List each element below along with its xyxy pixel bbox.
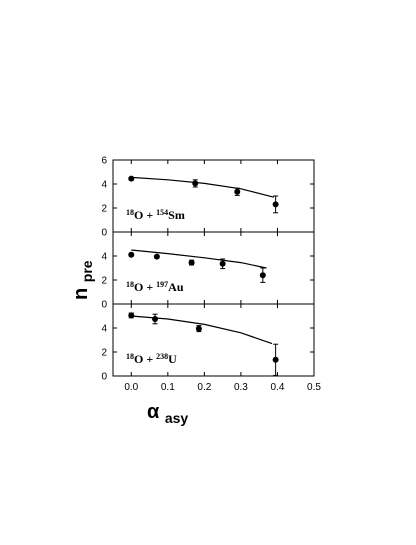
reaction-label-part: O + <box>134 352 156 366</box>
reaction-label-part: Au <box>168 280 184 294</box>
model-curve <box>131 249 267 269</box>
y-tick-label: 0 <box>101 228 107 239</box>
y-axis-title: n pre <box>70 260 95 300</box>
reaction-label-part: 197 <box>156 280 168 289</box>
reaction-label-part: 18 <box>126 280 134 289</box>
panel-au: 0 2 4 18O + 197Au <box>101 231 315 311</box>
reaction-label-part: 154 <box>156 208 168 217</box>
y-tick-label: 6 <box>101 156 107 167</box>
data-point <box>192 180 199 187</box>
panel-sm: 0 2 4 6 18O + 154Sm <box>101 156 315 239</box>
x-axis-title: α asy <box>147 401 188 426</box>
data-point <box>195 325 202 332</box>
data-point <box>128 175 135 182</box>
y-tick-label: 2 <box>101 276 107 287</box>
data-point <box>128 251 135 258</box>
reaction-label: 18O + 154Sm <box>126 208 185 222</box>
x-tick-label: 0.5 <box>307 382 321 393</box>
data-point <box>272 201 279 208</box>
data-point <box>153 253 160 260</box>
y-tick-label: 4 <box>101 252 107 263</box>
y-tick-label: 4 <box>101 324 107 335</box>
reaction-label-part: 18 <box>126 352 134 361</box>
reaction-label-part: 18 <box>126 208 134 217</box>
reaction-label-part: O + <box>134 280 156 294</box>
reaction-label-part: O + <box>134 208 156 222</box>
data-point <box>188 259 195 266</box>
x-tick-label: 0.1 <box>161 382 175 393</box>
x-tick-label: 0.4 <box>271 382 285 393</box>
data-point <box>152 316 159 322</box>
reaction-label-part: U <box>168 352 177 366</box>
reaction-label-part: Sm <box>168 208 185 222</box>
y-tick-label: 0 <box>101 300 107 311</box>
data-point <box>219 260 226 267</box>
reaction-label: 18O + 197Au <box>126 280 184 294</box>
y-tick-label: 2 <box>101 204 107 215</box>
reaction-label: 18O + 238U <box>126 352 177 366</box>
model-curve <box>131 176 274 198</box>
reaction-label-part: 238 <box>156 352 168 361</box>
panel-u: 0 2 4 18O + 238U <box>101 303 315 383</box>
data-point <box>259 272 266 279</box>
y-tick-label: 2 <box>101 348 107 359</box>
data-point <box>234 188 241 195</box>
x-tick-label: 0.0 <box>124 382 138 393</box>
x-tick-label: 0.3 <box>234 382 248 393</box>
data-point <box>272 356 279 363</box>
y-tick-label: 4 <box>101 180 107 191</box>
x-tick-label: 0.2 <box>197 382 211 393</box>
y-tick-label: 0 <box>101 372 107 383</box>
data-point <box>128 312 135 319</box>
panel-frame <box>112 303 315 377</box>
x-axis: 0.0 0.1 0.2 0.3 0.4 0.5 <box>124 382 321 393</box>
